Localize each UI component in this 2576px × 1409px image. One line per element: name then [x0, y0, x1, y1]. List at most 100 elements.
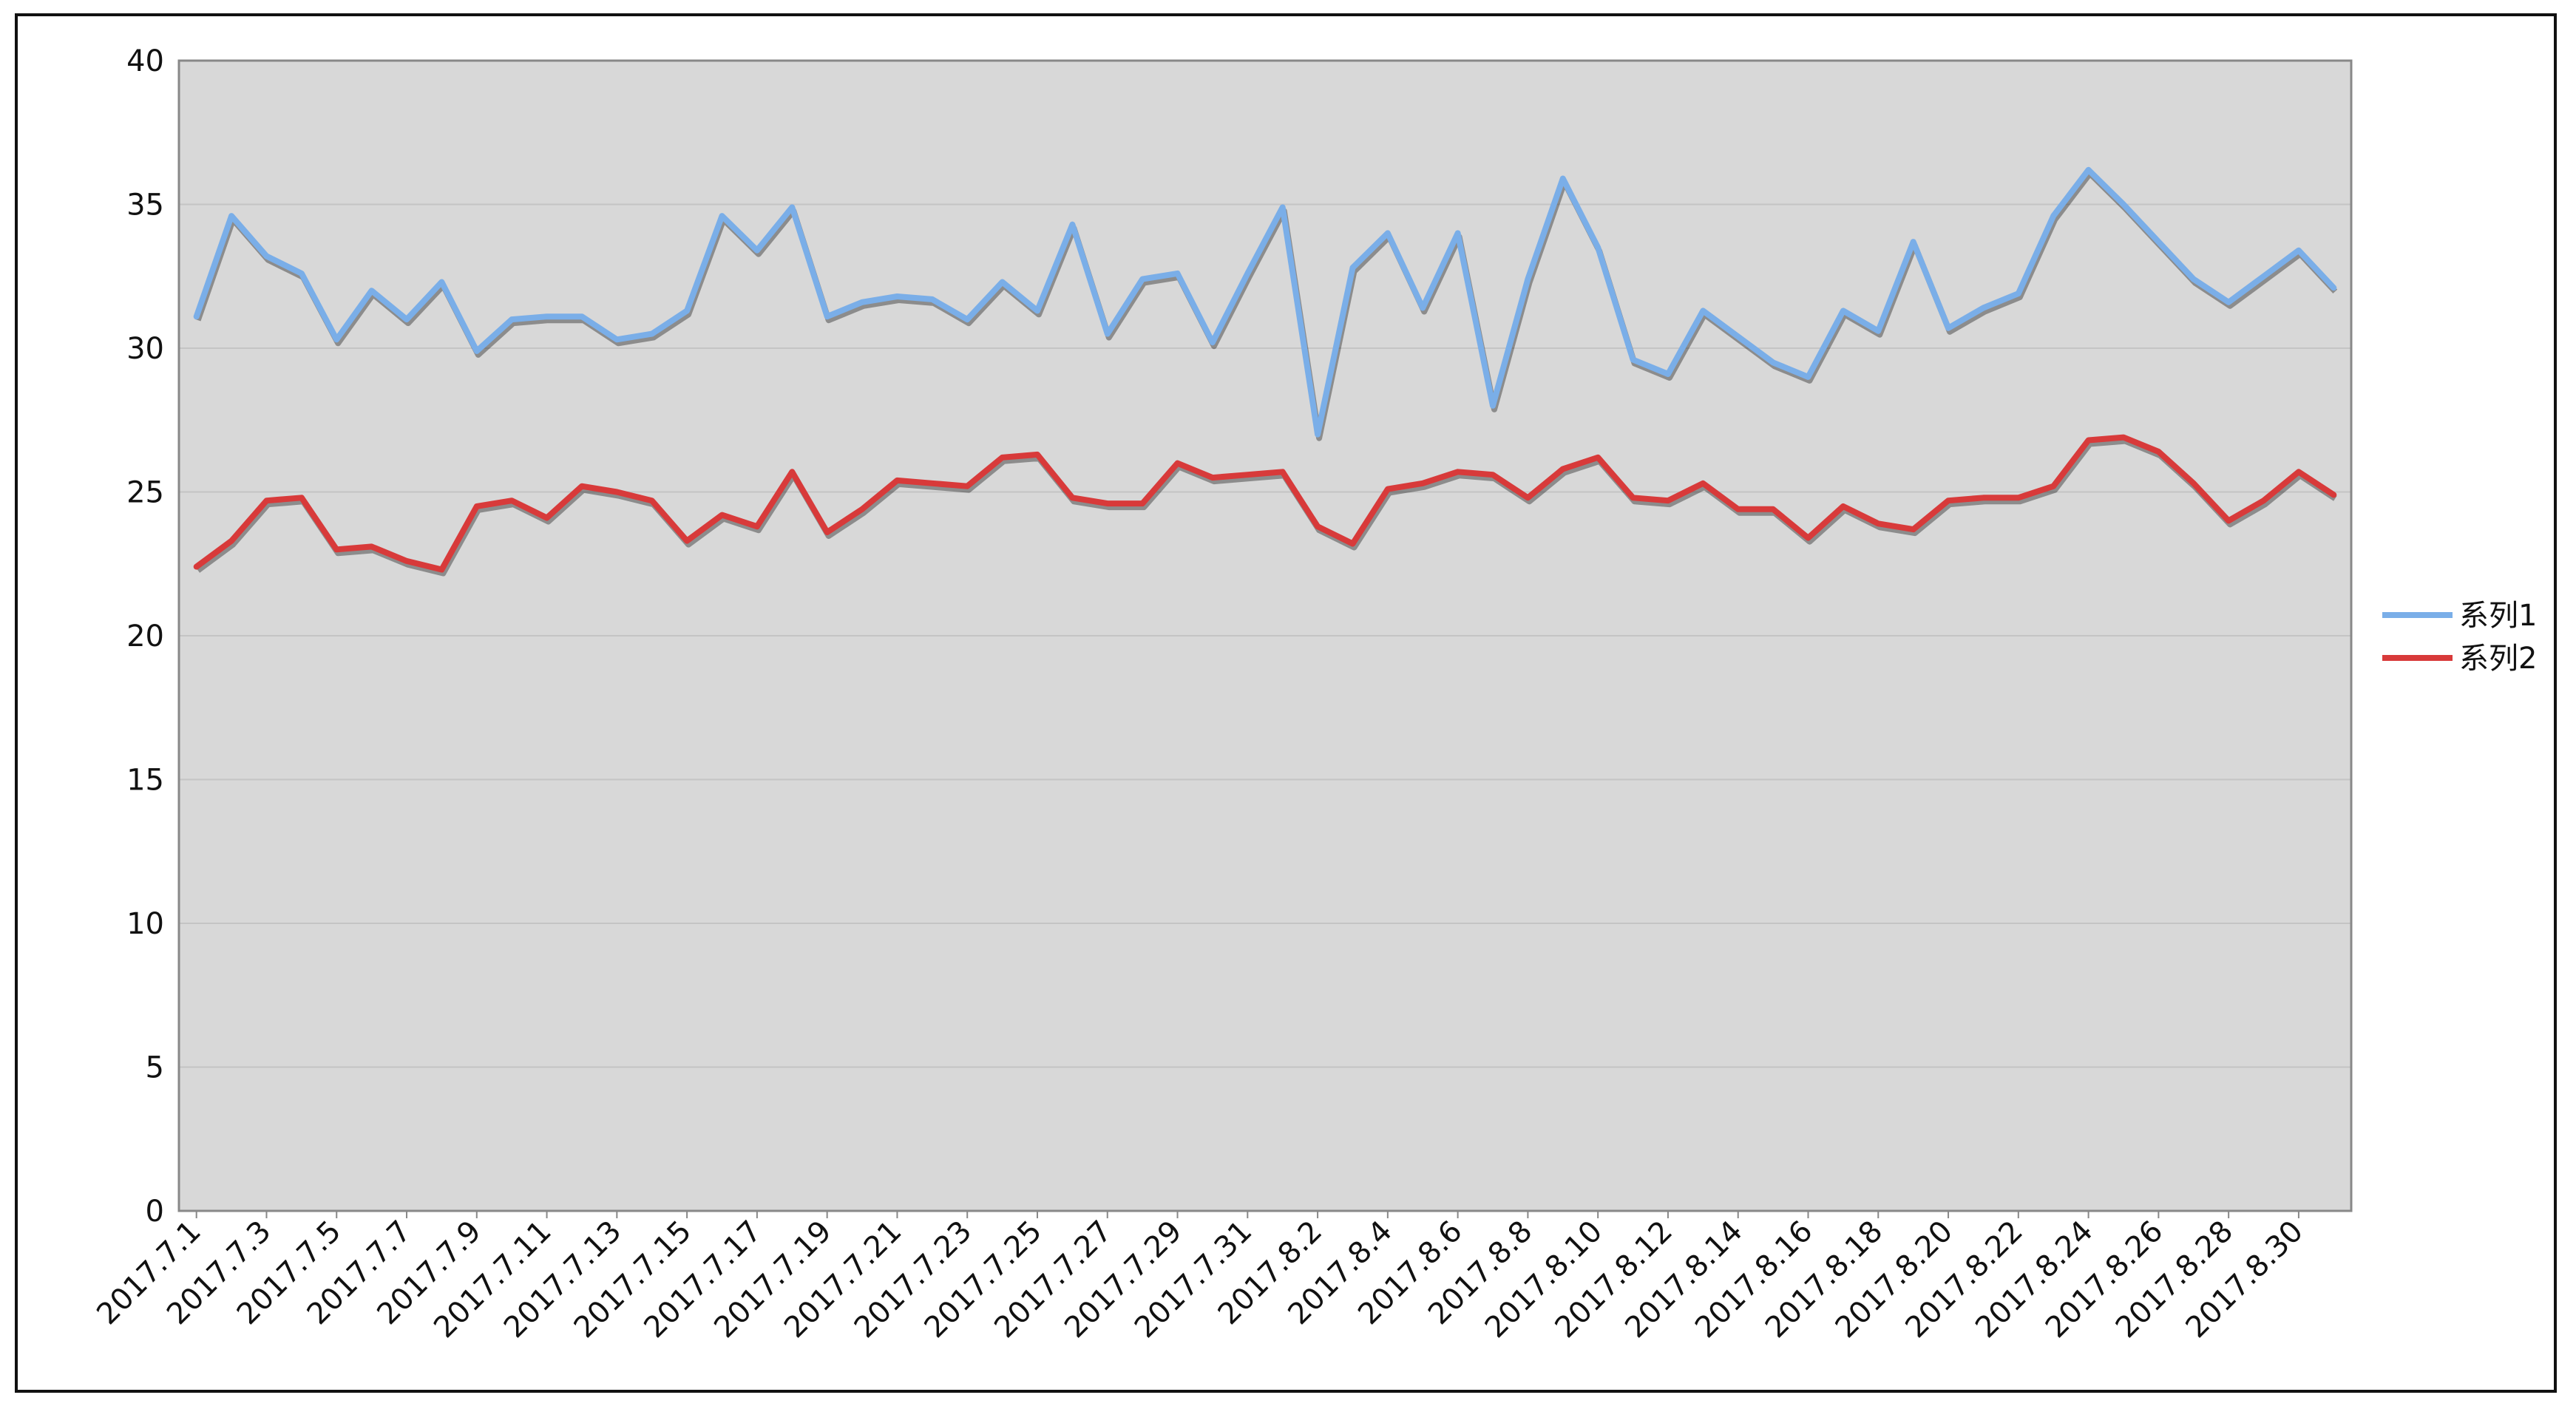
- data-point: [1561, 177, 1565, 180]
- data-point: [1982, 496, 1985, 500]
- data-point: [1806, 536, 1810, 540]
- data-point: [2087, 438, 2090, 442]
- data-point: [1246, 271, 1250, 275]
- data-point: [370, 289, 373, 293]
- data-point: [1351, 542, 1355, 546]
- data-point: [825, 531, 829, 534]
- data-point: [1667, 499, 1670, 503]
- data-point: [1036, 309, 1039, 313]
- data-point: [2332, 493, 2336, 497]
- data-point: [1316, 525, 1320, 529]
- y-tick-label: 20: [126, 619, 164, 653]
- data-point: [545, 516, 549, 520]
- data-point: [335, 548, 339, 551]
- data-point: [1210, 476, 1214, 480]
- plot-border: [177, 59, 2353, 1212]
- data-point: [1386, 231, 1389, 235]
- data-point: [1351, 266, 1355, 270]
- data-point: [720, 513, 724, 517]
- data-point: [194, 315, 198, 319]
- data-point: [1246, 473, 1250, 477]
- y-tick-label: 25: [126, 476, 164, 510]
- data-point: [930, 481, 934, 485]
- data-point: [825, 315, 829, 319]
- data-point: [1947, 499, 1950, 503]
- data-point: [335, 338, 339, 342]
- data-point: [1141, 277, 1145, 281]
- data-point: [1071, 223, 1074, 226]
- data-point: [615, 490, 619, 494]
- data-point: [895, 295, 899, 298]
- data-point: [895, 478, 899, 482]
- data-point: [580, 484, 583, 488]
- data-point: [966, 318, 969, 322]
- data-point: [1772, 361, 1775, 364]
- data-point: [861, 507, 864, 511]
- data-point: [2192, 277, 2195, 281]
- data-point: [1456, 231, 1460, 235]
- data-point: [475, 504, 478, 508]
- data-point: [861, 300, 864, 304]
- data-point: [545, 315, 549, 319]
- data-point: [1105, 502, 1109, 506]
- series-line-2: [193, 434, 2337, 573]
- data-point: [2262, 274, 2265, 278]
- data-point: [930, 297, 934, 301]
- data-point: [265, 254, 268, 258]
- data-point: [1281, 470, 1284, 474]
- data-point: [1911, 240, 1915, 244]
- data-point: [1561, 467, 1565, 471]
- data-point: [2122, 435, 2125, 439]
- data-point: [650, 499, 654, 503]
- data-point: [790, 206, 794, 209]
- data-point: [1772, 507, 1775, 511]
- legend-label: 系列1: [2459, 599, 2537, 633]
- data-point: [1841, 504, 1845, 508]
- data-point: [1526, 277, 1530, 281]
- data-point: [1491, 404, 1494, 407]
- series-lines: [193, 166, 2338, 577]
- data-point: [1701, 481, 1705, 485]
- data-point: [1036, 452, 1039, 456]
- data-point: [1316, 432, 1320, 436]
- data-point: [2227, 519, 2231, 523]
- data-point: [510, 318, 514, 322]
- data-point: [1667, 373, 1670, 376]
- data-point: [1701, 309, 1705, 313]
- data-point: [1000, 280, 1004, 284]
- data-point: [580, 315, 583, 319]
- data-point: [685, 309, 689, 313]
- data-point: [405, 559, 408, 563]
- data-point: [1386, 487, 1389, 491]
- data-point: [1982, 306, 1985, 310]
- data-point: [2052, 214, 2055, 218]
- data-point: [2157, 450, 2160, 453]
- data-point: [1421, 481, 1425, 485]
- data-point: [1071, 496, 1074, 500]
- data-point: [2016, 292, 2020, 296]
- data-point: [1596, 455, 1600, 459]
- data-point: [2297, 470, 2300, 474]
- data-point: [194, 565, 198, 568]
- data-point: [510, 499, 514, 503]
- data-point: [1736, 335, 1740, 339]
- data-point: [615, 338, 619, 342]
- x-axis-ticks: 2017.7.12017.7.32017.7.52017.7.72017.7.9…: [90, 1211, 2310, 1345]
- data-point: [440, 568, 444, 571]
- data-point: [1105, 332, 1109, 336]
- data-point: [1421, 306, 1425, 310]
- data-point: [790, 470, 794, 474]
- y-axis-ticks: 0 5 10 15 20 25 30 35 40: [126, 44, 164, 1229]
- data-point: [2052, 484, 2055, 488]
- y-tick-label: 5: [146, 1051, 164, 1085]
- y-tick-label: 15: [126, 764, 164, 798]
- series-shadow: [196, 438, 2337, 577]
- data-point: [230, 539, 234, 543]
- data-point: [755, 525, 759, 529]
- y-tick-label: 40: [126, 44, 164, 78]
- data-point: [1736, 507, 1740, 511]
- data-point: [370, 545, 373, 549]
- data-point: [1141, 502, 1145, 506]
- data-point: [1841, 309, 1845, 313]
- data-point: [1806, 375, 1810, 378]
